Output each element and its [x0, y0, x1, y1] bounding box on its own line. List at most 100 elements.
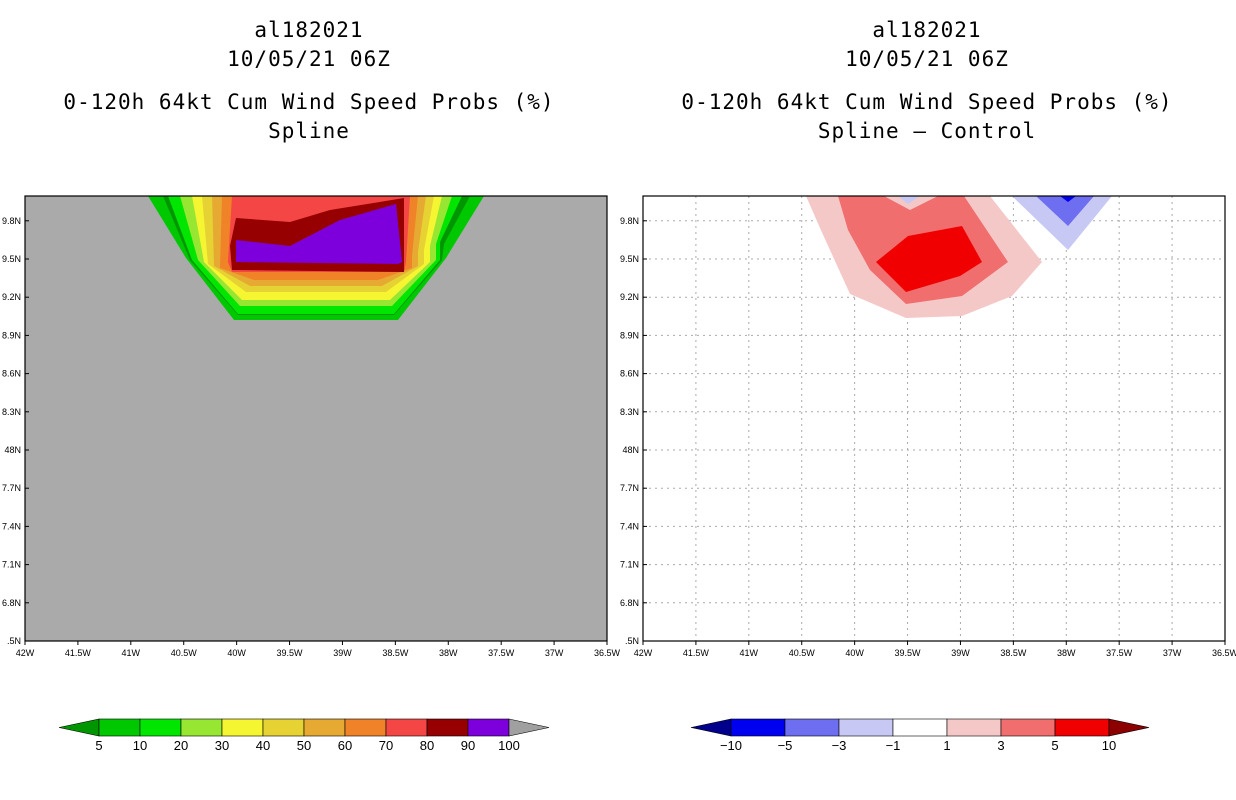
left-colorbar-box: [467, 718, 510, 737]
left-colorbar-label: 5: [95, 738, 102, 753]
left-subtitle: Spline: [268, 119, 350, 143]
left-colorbar-box: [385, 718, 428, 737]
right-subtitle: Spline – Control: [817, 119, 1037, 143]
right-y-tick-label: 6.8N: [620, 598, 639, 608]
right-colorbar-box: [892, 718, 948, 737]
right-x-tick-label: 40.5W: [789, 648, 816, 658]
left-x-tick-label: 39.5W: [277, 648, 304, 658]
left-colorbar-label: 30: [215, 738, 229, 753]
right-datetime: 10/05/21 06Z: [845, 47, 1009, 71]
left-x-tick-label: 37W: [545, 648, 564, 658]
right-y-tick-label: 9.8N: [620, 216, 639, 226]
right-y-tick-label: 48N: [622, 445, 639, 455]
left-colorbar-box: [262, 718, 305, 737]
right-colorbar-label: 5: [1051, 738, 1058, 753]
left-colorbar-box: [180, 718, 223, 737]
diff-neg-1-3: [1012, 196, 1112, 250]
left-colorbar-label: 100: [498, 738, 520, 753]
left-colorbar-upper-arrow: [508, 718, 550, 737]
left-x-tick-label: 36.5W: [594, 648, 621, 658]
left-y-tick-label: 48N: [4, 445, 21, 455]
right-plot: 42W 41.5W 41W 40.5W 40W 39.5W 39W 38.5W 38W 37.5W…: [620, 195, 1236, 658]
left-colorbar-box: [221, 718, 264, 737]
left-y-tick-label: 8.6N: [2, 369, 21, 379]
contour-90: [236, 204, 402, 264]
left-y-tick-label: 9.5N: [2, 254, 21, 264]
right-grid: [643, 196, 1225, 641]
right-colorbar-box: [1000, 718, 1056, 737]
left-colorbar: 5 10 20 30 40 50 60 70 80 90 100: [58, 718, 550, 753]
diff-neg-5-10: [1060, 196, 1076, 202]
left-x-tick-label: 40W: [227, 648, 246, 658]
right-y-tick-label: 8.9N: [620, 330, 639, 340]
left-storm-id: al182021: [254, 18, 364, 42]
left-x-tick-label: 38W: [439, 648, 458, 658]
right-x-tick-label: 39W: [951, 648, 970, 658]
left-contour-fill: [148, 196, 484, 320]
left-y-axis: .5N 6.8N 7.1N 7.4N 7.7N 48N 8.3N 8.6N 8.9N 9.2N 9.…: [2, 216, 29, 646]
left-colorbar-label: 70: [379, 738, 393, 753]
left-colorbar-lower-arrow: [58, 718, 100, 737]
right-colorbar-label: 1: [943, 738, 950, 753]
right-y-tick-label: 7.4N: [620, 521, 639, 531]
right-colorbar-label: 3: [997, 738, 1004, 753]
left-colorbar-box: [139, 718, 182, 737]
left-colorbar-label: 20: [174, 738, 188, 753]
left-chart-title: al182021 10/05/21 06Z 0-120h 64kt Cum Wind…: [14, 16, 604, 146]
diff-neg-3-5: [1036, 196, 1094, 226]
left-y-tick-label: 7.7N: [2, 483, 21, 493]
left-colorbar-box: [98, 718, 141, 737]
right-y-tick-label: 8.6N: [620, 369, 639, 379]
left-y-tick-label: 7.1N: [2, 560, 21, 570]
right-colorbar-lower-arrow: [690, 718, 732, 737]
right-y-tick-label: 7.1N: [620, 560, 639, 570]
right-colorbar-label: 10: [1102, 738, 1116, 753]
right-colorbar-box: [946, 718, 1002, 737]
left-x-tick-label: 39W: [333, 648, 352, 658]
right-x-tick-label: 37.5W: [1106, 648, 1133, 658]
left-y-tick-label: .5N: [7, 636, 21, 646]
right-y-tick-label: .5N: [625, 636, 639, 646]
right-x-tick-label: 38.5W: [1000, 648, 1027, 658]
left-colorbar-box: [303, 718, 346, 737]
right-x-tick-label: 41W: [740, 648, 759, 658]
left-x-tick-label: 42W: [16, 648, 35, 658]
right-x-tick-label: 36.5W: [1212, 648, 1236, 658]
left-plot: 42W 41.5W 41W 40.5W 40W 39.5W 39W 38.5W 38W 37.5W…: [2, 195, 621, 658]
left-y-tick-label: 9.8N: [2, 216, 21, 226]
diff-neg-small: [898, 196, 920, 204]
left-colorbar-label: 10: [133, 738, 147, 753]
left-colorbar-label: 90: [461, 738, 475, 753]
right-colorbar-box: [784, 718, 840, 737]
right-x-tick-label: 39.5W: [895, 648, 922, 658]
left-x-tick-label: 41.5W: [65, 648, 92, 658]
right-y-tick-label: 7.7N: [620, 483, 639, 493]
left-product: 0-120h 64kt Cum Wind Speed Probs (%): [63, 90, 555, 114]
right-colorbar-label: −5: [778, 738, 793, 753]
right-y-tick-label: 9.5N: [620, 254, 639, 264]
right-contour-fill: [806, 196, 1112, 318]
right-colorbar-box: [838, 718, 894, 737]
right-colorbar-label: −10: [720, 738, 742, 753]
right-colorbar-label: −3: [832, 738, 847, 753]
left-plot-frame: [24, 195, 608, 642]
right-x-tick-label: 42W: [634, 648, 653, 658]
left-y-tick-label: 7.4N: [2, 521, 21, 531]
right-storm-id: al182021: [872, 18, 982, 42]
left-colorbar-box: [344, 718, 387, 737]
left-y-tick-label: 9.2N: [2, 292, 21, 302]
diff-5-10: [876, 226, 982, 292]
right-x-tick-label: 38W: [1057, 648, 1076, 658]
right-x-axis: 42W 41.5W 41W 40.5W 40W 39.5W 39W 38.5W 38W 37.5W…: [634, 641, 1236, 658]
left-y-tick-label: 6.8N: [2, 598, 21, 608]
left-colorbar-label: 60: [338, 738, 352, 753]
left-x-tick-label: 38.5W: [382, 648, 409, 658]
left-colorbar-label: 40: [256, 738, 270, 753]
right-y-axis: .5N 6.8N 7.1N 7.4N 7.7N 48N 8.3N 8.6N 8.9N 9.2N 9.…: [620, 216, 647, 646]
right-y-tick-label: 8.3N: [620, 407, 639, 417]
left-x-tick-label: 37.5W: [488, 648, 515, 658]
left-x-tick-label: 40.5W: [171, 648, 198, 658]
left-colorbar-box: [426, 718, 469, 737]
right-colorbar-upper-arrow: [1108, 718, 1150, 737]
left-colorbar-label: 50: [297, 738, 311, 753]
